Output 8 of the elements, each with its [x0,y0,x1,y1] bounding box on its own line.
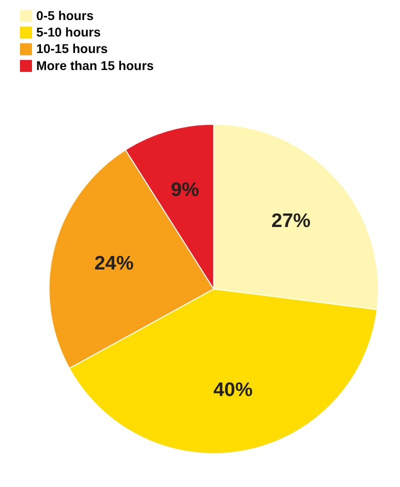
data-label: 9% [170,179,200,201]
legend-label: 5-10 hours [36,24,101,40]
data-label: 24% [94,252,134,274]
legend-label: 10-15 hours [36,41,108,56]
data-label: 40% [213,378,253,401]
legend-label: 0-5 hours [36,8,94,23]
data-label: 27% [271,210,311,232]
legend-label: More than 15 hours [36,58,154,73]
